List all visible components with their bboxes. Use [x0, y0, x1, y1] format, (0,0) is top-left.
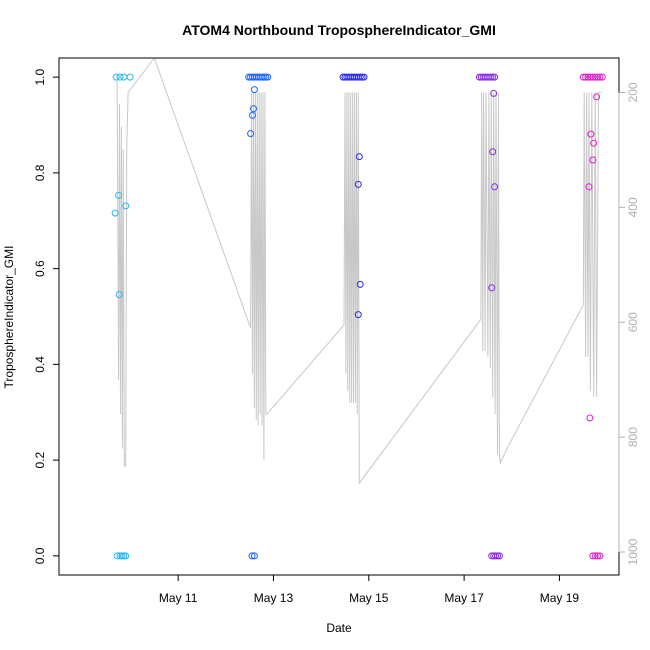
x-axis-label: Date — [326, 621, 352, 635]
data-point — [584, 73, 592, 81]
data-point — [360, 73, 368, 81]
data-point — [491, 183, 499, 191]
data-point — [126, 73, 134, 81]
chart-title: ATOM4 Northbound TroposphereIndicator_GM… — [182, 22, 496, 38]
y2-tick-label: 200 — [626, 82, 640, 102]
data-point — [262, 73, 270, 81]
data-point — [115, 191, 123, 199]
data-point — [596, 73, 604, 81]
data-point — [487, 73, 495, 81]
data-point — [590, 139, 598, 147]
y2-tick-label: 600 — [626, 312, 640, 332]
data-point — [596, 552, 604, 560]
data-point — [593, 93, 601, 101]
data-point — [354, 180, 362, 188]
data-point — [260, 73, 268, 81]
data-point — [354, 311, 362, 319]
data-point — [489, 148, 497, 156]
data-point — [585, 183, 593, 191]
data-point — [488, 284, 496, 292]
y2-tick-label: 800 — [626, 427, 640, 447]
y2-tick-label: 400 — [626, 197, 640, 217]
y-tick-label: 0.4 — [33, 356, 47, 373]
data-point — [594, 73, 602, 81]
data-point — [589, 156, 597, 164]
data-point — [594, 552, 602, 560]
data-point — [122, 552, 130, 560]
x-tick-label: May 15 — [349, 591, 389, 605]
data-point — [489, 73, 497, 81]
data-point — [264, 73, 272, 81]
data-point — [250, 105, 257, 113]
y-tick-label: 0.2 — [33, 451, 47, 468]
data-point — [250, 552, 258, 560]
data-point — [356, 73, 364, 81]
pressure-trace-group — [116, 56, 602, 485]
y-tick-label: 1.0 — [33, 68, 47, 85]
data-point — [250, 86, 258, 94]
y2-tick-label: 1000 — [626, 538, 640, 565]
y-axis-label: TroposphereIndicator_GMI — [2, 246, 16, 389]
data-point — [113, 552, 121, 560]
y2-axis: 200 400 600 800 1000 — [618, 82, 640, 565]
data-point — [494, 552, 501, 560]
pressure-trace-line — [116, 56, 602, 485]
data-point — [247, 130, 255, 138]
data-point — [589, 552, 597, 560]
data-point — [490, 89, 498, 97]
data-point — [248, 552, 256, 560]
x-tick-label: May 11 — [159, 591, 198, 605]
data-point — [249, 111, 256, 119]
data-point — [491, 73, 499, 81]
data-point — [598, 73, 606, 81]
data-point — [358, 73, 366, 81]
data-point — [591, 73, 599, 81]
data-points-group — [111, 73, 606, 560]
data-point — [586, 414, 594, 422]
x-tick-label: May 19 — [540, 591, 580, 605]
data-point — [116, 73, 124, 81]
data-point — [579, 73, 587, 81]
data-point — [591, 552, 599, 560]
data-point — [111, 209, 119, 217]
data-point — [120, 552, 128, 560]
data-point — [492, 552, 500, 560]
data-point — [118, 552, 126, 560]
data-point — [589, 73, 597, 81]
x-tick-label: May 13 — [254, 591, 294, 605]
y-tick-label: 0.8 — [33, 164, 47, 181]
data-point — [495, 552, 503, 560]
data-point — [582, 73, 590, 81]
y-axis: 0.0 0.2 0.4 0.6 0.8 1.0 — [33, 68, 60, 564]
data-point — [586, 73, 594, 81]
data-point — [587, 130, 595, 138]
x-axis: May 11 May 13 May 15 May 17 May 19 — [159, 574, 580, 605]
data-point — [115, 291, 123, 298]
data-point — [355, 153, 363, 161]
x-tick-label: May 17 — [444, 591, 484, 605]
y-tick-label: 0.0 — [33, 547, 47, 564]
data-point — [112, 73, 120, 81]
data-point — [122, 202, 130, 210]
data-point — [356, 280, 364, 288]
y-tick-label: 0.6 — [33, 260, 47, 277]
